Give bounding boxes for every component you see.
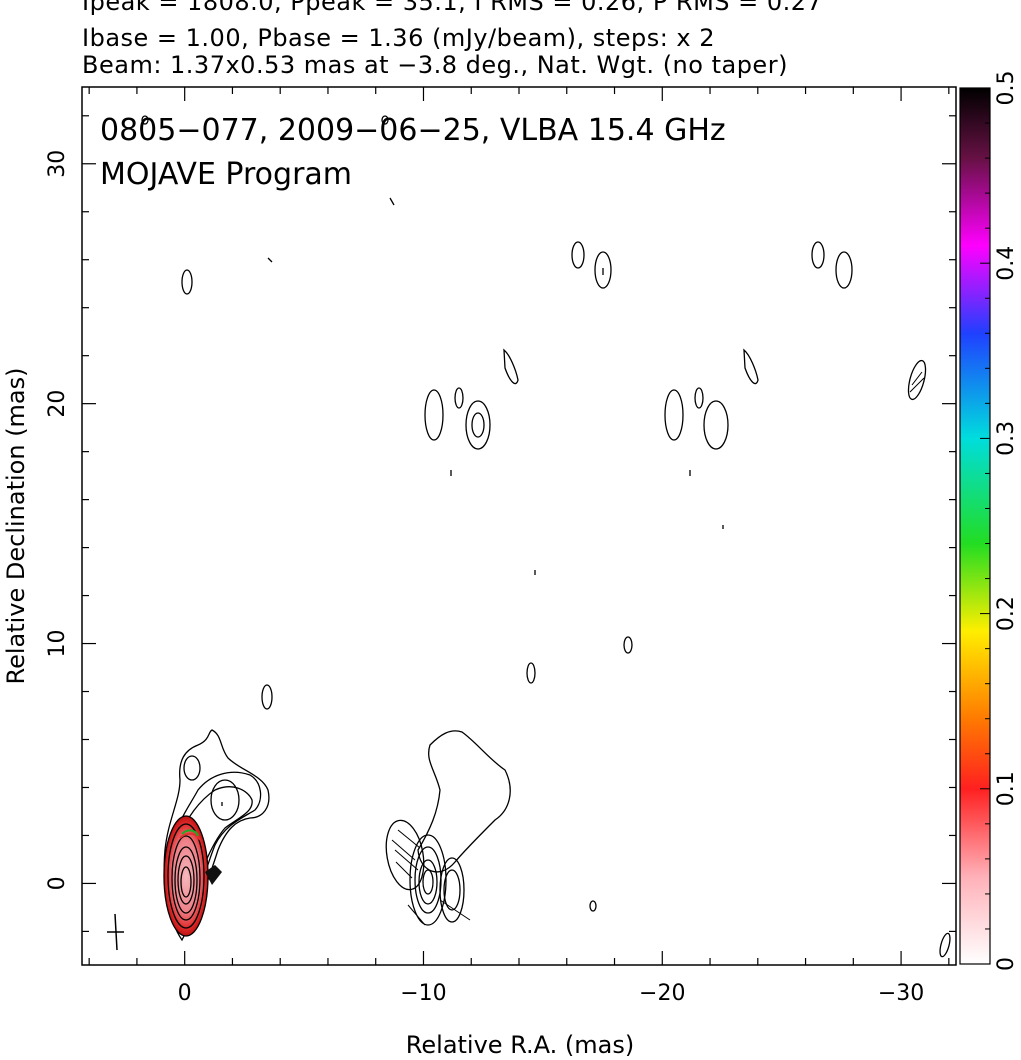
header-line-3: Beam: 1.37x0.53 mas at −3.8 deg., Nat. W… — [82, 51, 788, 79]
core-component — [163, 729, 270, 942]
colorbar — [959, 87, 991, 965]
extended-emission-contour — [417, 730, 511, 873]
x-axis-label: Relative R.A. (mas) — [406, 1031, 634, 1059]
chart-title: 0805−077, 2009−06−25, VLBA 15.4 GHz — [100, 113, 726, 148]
colorbar-tick-label: 0.3 — [994, 421, 1019, 456]
y-tick-label: 10 — [45, 630, 70, 658]
x-tick-label: −20 — [639, 981, 685, 1006]
axis-ticks: 0 −10 −20 −30 0 10 20 30 — [45, 87, 956, 1006]
x-tick-label: −30 — [878, 981, 924, 1006]
header-line-2: Ibase = 1.00, Pbase = 1.36 (mJy/beam), s… — [82, 24, 716, 52]
colorbar-tick-label: 0.4 — [994, 246, 1019, 281]
x-tick-label: −10 — [400, 981, 446, 1006]
y-tick-label: 0 — [45, 876, 70, 890]
colorbar-tick-label: 0.1 — [994, 771, 1019, 806]
colorbar-tick-label: 0.2 — [994, 596, 1019, 631]
y-axis-label: Relative Declination (mas) — [2, 367, 30, 684]
y-tick-label: 30 — [45, 150, 70, 178]
secondary-features — [141, 115, 951, 958]
colorbar-tick-label: 0 — [994, 957, 1019, 971]
beam-marker — [107, 913, 124, 951]
jet-outer-contour — [163, 729, 270, 942]
x-tick-label: 0 — [178, 981, 192, 1006]
colorbar-ticks: 0 0.1 0.2 0.3 0.4 0.5 — [980, 71, 1019, 971]
header-line-1: Ipeak = 1808.0, Ppeak = 35.1, I RMS = 0.… — [82, 0, 823, 16]
chart-subtitle: MOJAVE Program — [100, 157, 352, 192]
y-tick-label: 20 — [45, 390, 70, 418]
colorbar-tick-label: 0.5 — [994, 71, 1019, 106]
plot-frame — [81, 86, 957, 966]
